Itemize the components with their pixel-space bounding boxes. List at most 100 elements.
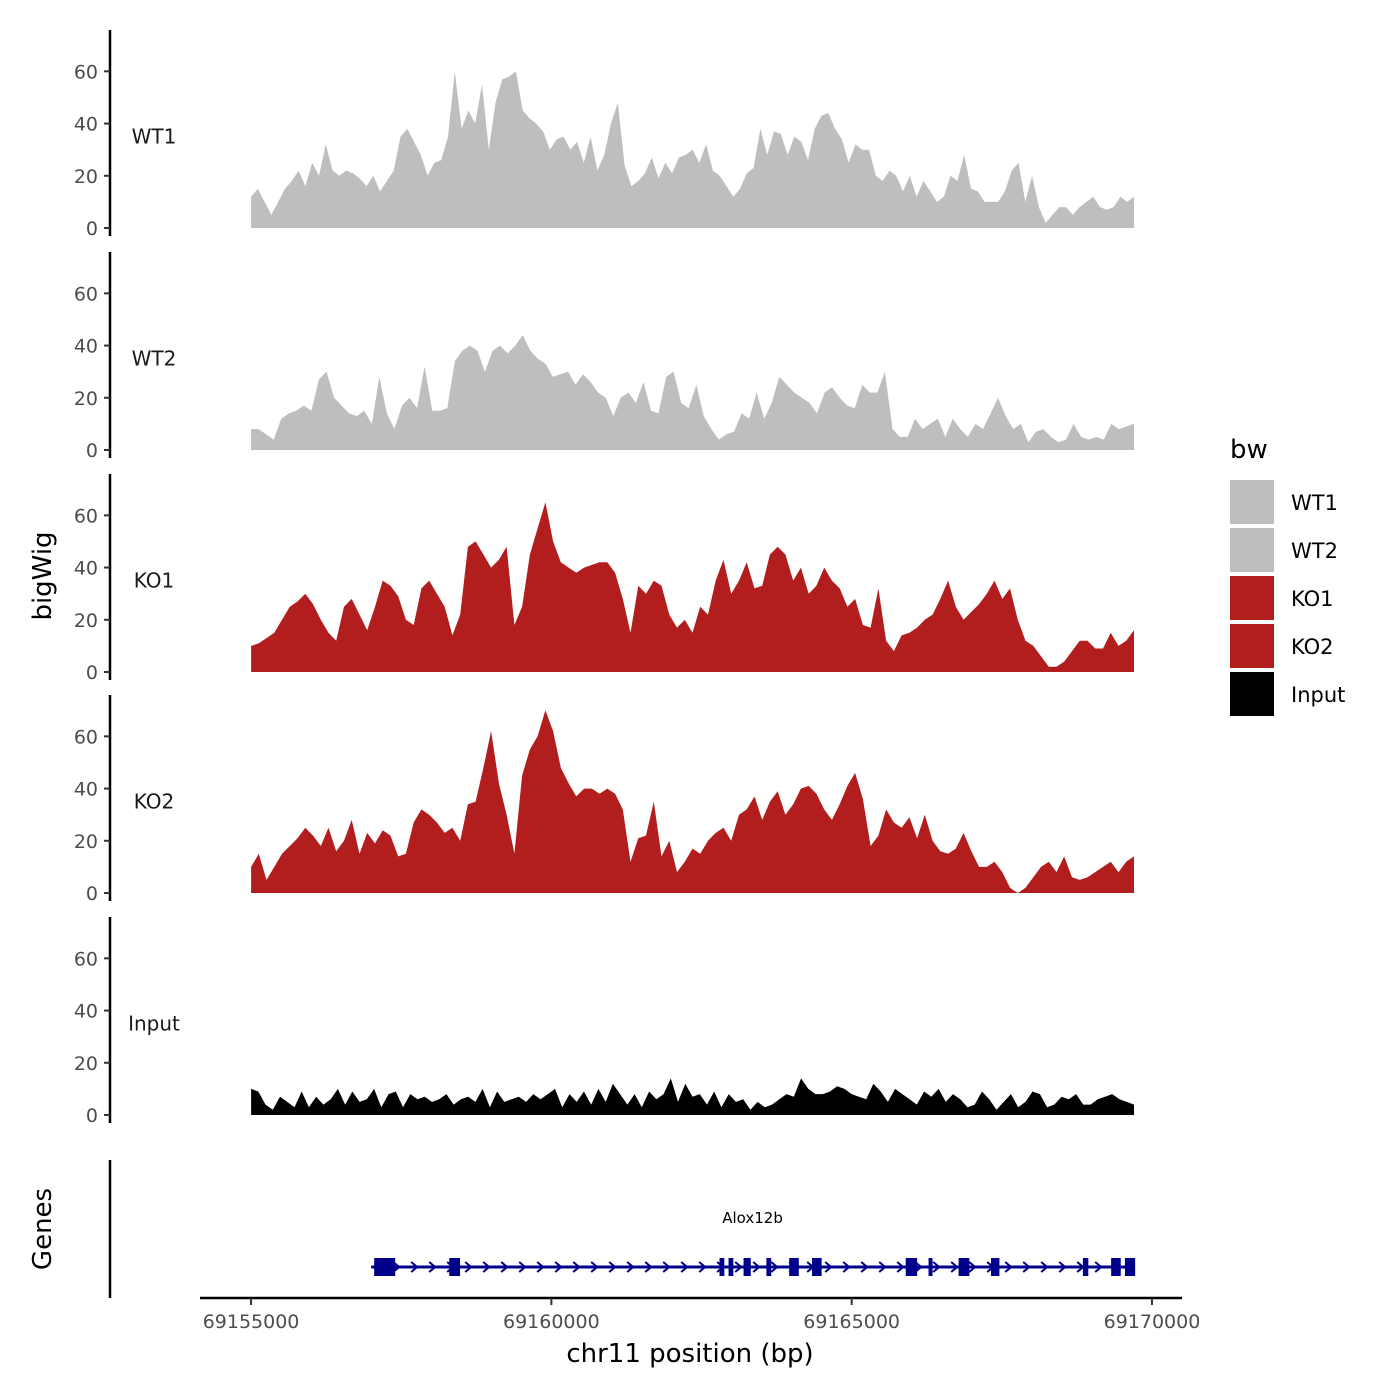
strand-arrow xyxy=(680,1261,689,1273)
strand-arrow xyxy=(608,1261,617,1273)
strand-arrow xyxy=(518,1261,527,1273)
track-label: KO2 xyxy=(134,790,175,814)
exon xyxy=(1124,1258,1136,1276)
y-tick-label: 40 xyxy=(74,779,98,801)
area-input xyxy=(251,1078,1135,1115)
y-tick-label: 20 xyxy=(74,831,98,853)
strand-arrow xyxy=(950,1261,959,1273)
y-axis-title: bigWig xyxy=(28,531,58,620)
strand-arrow xyxy=(482,1261,491,1273)
strand-arrow xyxy=(770,1261,779,1273)
strand-arrow xyxy=(536,1261,545,1273)
y-tick-label: 60 xyxy=(74,505,98,527)
legend-item-input: Input xyxy=(1230,672,1345,716)
track-label: WT1 xyxy=(132,125,177,149)
strand-arrow xyxy=(464,1261,473,1273)
y-tick-label: 40 xyxy=(74,558,98,580)
legend: bw WT1 WT2 KO1 KO2 Input xyxy=(1230,435,1345,716)
x-axis-title: chr11 position (bp) xyxy=(566,1339,813,1369)
legend-item-wt2: WT2 xyxy=(1230,528,1338,572)
strand-arrow xyxy=(698,1261,707,1273)
strand-arrow xyxy=(878,1261,887,1273)
y-tick-label: 0 xyxy=(86,662,98,684)
legend-swatch xyxy=(1230,624,1274,668)
track-wt2: 0 20 40 60 WT2 xyxy=(74,252,1135,462)
gene-label: Alox12b xyxy=(722,1209,783,1227)
strand-arrow xyxy=(1004,1261,1013,1273)
y-tick-label: 40 xyxy=(74,114,98,136)
x-tick-label: 69170000 xyxy=(1104,1311,1201,1333)
legend-label: WT1 xyxy=(1291,491,1338,515)
strand-arrow xyxy=(1094,1261,1103,1273)
strand-arrow xyxy=(1040,1261,1049,1273)
legend-label: WT2 xyxy=(1291,539,1338,563)
exon xyxy=(766,1258,772,1276)
exon xyxy=(812,1258,822,1276)
area-ko1 xyxy=(251,502,1135,672)
exon xyxy=(743,1258,751,1276)
area-ko2 xyxy=(251,710,1135,893)
track-label: KO1 xyxy=(134,569,175,593)
strand-arrow xyxy=(914,1261,923,1273)
strand-arrow xyxy=(734,1261,743,1273)
track-ko2: 0 20 40 60 KO2 xyxy=(74,695,1135,905)
exon xyxy=(1111,1258,1121,1276)
strand-arrow xyxy=(626,1261,635,1273)
gene-panel: Alox12b xyxy=(108,1160,1136,1298)
exon xyxy=(374,1258,396,1276)
strand-arrow xyxy=(842,1261,851,1273)
y-tick-label: 60 xyxy=(74,726,98,748)
strand-arrow xyxy=(932,1261,941,1273)
y-tick-label: 60 xyxy=(74,948,98,970)
legend-label: KO1 xyxy=(1291,587,1334,611)
track-wt1: 0 20 40 60 WT1 xyxy=(74,30,1135,240)
legend-swatch xyxy=(1230,672,1274,716)
legend-item-ko2: KO2 xyxy=(1230,624,1334,668)
strand-arrow xyxy=(824,1261,833,1273)
exon xyxy=(449,1258,461,1276)
signal-tracks: 0 20 40 60 WT1 0 20 40 60 WT2 0 20 40 60 KO1 0 20 40 60 KO2… xyxy=(74,30,1135,1127)
y-tick-label: 20 xyxy=(74,610,98,632)
strand-arrow xyxy=(590,1261,599,1273)
y-tick-label: 40 xyxy=(74,1001,98,1023)
y-tick-label: 0 xyxy=(86,440,98,462)
track-label: Input xyxy=(128,1012,180,1036)
exon xyxy=(905,1258,918,1276)
exon xyxy=(1082,1258,1089,1276)
y-tick-label: 0 xyxy=(86,1105,98,1127)
strand-arrow xyxy=(662,1261,671,1273)
y-tick-label: 60 xyxy=(74,61,98,83)
strand-arrow xyxy=(410,1261,419,1273)
strand-arrow xyxy=(860,1261,869,1273)
legend-label: KO2 xyxy=(1291,635,1334,659)
legend-swatch xyxy=(1230,480,1274,524)
strand-arrow xyxy=(968,1261,977,1273)
strand-arrow xyxy=(1058,1261,1067,1273)
gene-alox12b: Alox12b xyxy=(371,1209,1136,1276)
exon xyxy=(728,1258,734,1276)
exon xyxy=(991,1258,1000,1276)
y-tick-label: 20 xyxy=(74,388,98,410)
legend-item-ko1: KO1 xyxy=(1230,576,1334,620)
x-tick-label: 69155000 xyxy=(203,1311,300,1333)
track-label: WT2 xyxy=(132,347,177,371)
track-ko1: 0 20 40 60 KO1 xyxy=(74,474,1135,684)
y-tick-label: 0 xyxy=(86,883,98,905)
exon xyxy=(928,1258,933,1276)
strand-arrow xyxy=(644,1261,653,1273)
x-tick-label: 69165000 xyxy=(803,1311,900,1333)
y-tick-label: 20 xyxy=(74,166,98,188)
legend-swatch xyxy=(1230,576,1274,620)
area-wt2 xyxy=(251,335,1135,450)
exon xyxy=(719,1258,725,1276)
y-tick-label: 40 xyxy=(74,336,98,358)
x-tick-label: 69160000 xyxy=(503,1311,600,1333)
strand-arrow xyxy=(572,1261,581,1273)
area-wt1 xyxy=(251,71,1135,228)
legend-label: Input xyxy=(1291,683,1345,707)
x-axis: 69155000 69160000 69165000 69170000 xyxy=(200,1296,1201,1333)
strand-arrow xyxy=(500,1261,509,1273)
track-input: 0 20 40 60 Input xyxy=(74,917,1135,1127)
exon xyxy=(789,1258,799,1276)
